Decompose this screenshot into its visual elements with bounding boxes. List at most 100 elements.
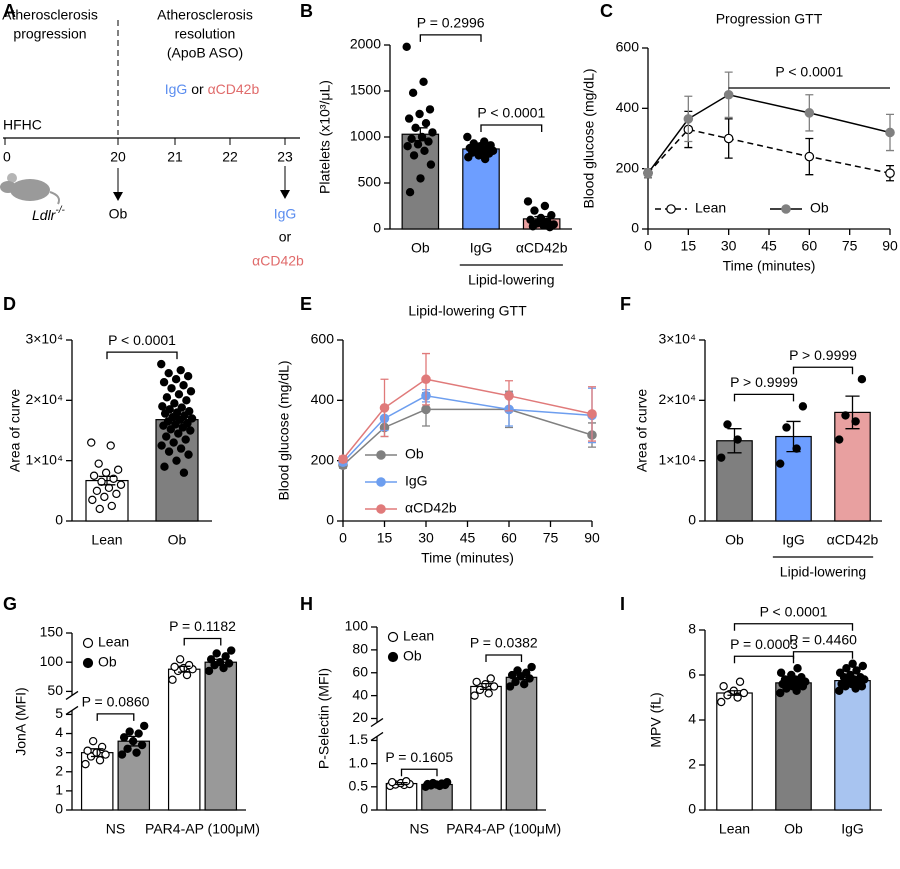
left-heading: progression	[13, 26, 86, 42]
error-bar	[473, 146, 489, 152]
legend-marker	[387, 651, 399, 663]
data-point	[415, 109, 424, 119]
data-point	[403, 141, 412, 151]
y-axis-label: Platelets (x10³/μL)	[317, 80, 333, 194]
error-bar	[430, 783, 444, 786]
data-point	[776, 688, 785, 698]
data-point	[338, 454, 348, 464]
legend-marker	[666, 204, 676, 214]
bracket-label: P > 0.9999	[789, 347, 857, 363]
data-point	[183, 372, 193, 381]
data-point	[885, 168, 895, 178]
group-label: Lipid-lowering	[780, 564, 866, 580]
legend-marker	[376, 450, 386, 460]
data-point	[166, 425, 176, 434]
chart-title: Progression GTT	[716, 11, 823, 27]
data-point	[409, 151, 419, 160]
data-point	[848, 659, 857, 668]
data-point	[174, 429, 183, 438]
data-point	[505, 682, 515, 691]
panel-label: B	[300, 1, 313, 21]
x-tick-label: IgG	[782, 532, 805, 548]
treatment-or: or	[191, 81, 204, 97]
error-bar	[90, 748, 104, 758]
data-point	[95, 756, 105, 765]
series-line	[647, 128, 891, 174]
strain: Ldlr-/-	[32, 205, 65, 223]
data-point	[530, 206, 539, 215]
y-tick-label: 1.5	[349, 731, 369, 747]
annotation: P < 0.0001	[775, 64, 843, 80]
data-point	[184, 660, 194, 670]
x-tick-label: 45	[460, 530, 476, 546]
bracket-label: P > 0.9999	[730, 374, 798, 390]
bar	[462, 148, 500, 230]
error-bar	[168, 415, 186, 424]
data-point	[717, 697, 726, 707]
data-point	[723, 420, 732, 429]
legend-marker	[387, 631, 399, 643]
bar	[834, 411, 871, 522]
right-heading: Atherosclerosis	[157, 7, 253, 23]
error-bar	[413, 127, 428, 142]
y-tick-label: 6	[688, 666, 696, 682]
y-tick-label: 4	[55, 724, 63, 740]
bracket	[480, 124, 543, 132]
data-point	[83, 746, 92, 755]
data-point	[215, 658, 225, 667]
y-axis-label: MPV (fL)	[648, 692, 664, 747]
chart-title: Lipid-lowering GTT	[408, 303, 527, 319]
data-point	[226, 646, 236, 655]
data-point	[170, 399, 179, 408]
data-point	[172, 456, 181, 465]
data-point	[804, 151, 815, 162]
data-point	[858, 661, 868, 671]
axis-break	[370, 731, 384, 742]
y-tick-label: 0	[631, 220, 639, 236]
data-point	[804, 108, 815, 118]
legend-label: αCD42b	[405, 500, 457, 516]
data-point	[160, 409, 170, 418]
data-point	[842, 664, 851, 673]
data-point	[160, 462, 169, 471]
data-point	[81, 759, 90, 769]
x-tick-label: 0	[339, 530, 347, 546]
data-point	[204, 666, 214, 676]
data-point	[489, 682, 499, 691]
data-point	[408, 88, 418, 98]
y-tick-label: 1000	[350, 128, 381, 144]
data-point	[480, 154, 490, 164]
y-tick-label: 2000	[350, 36, 381, 52]
y-tick-label: 150	[40, 624, 64, 640]
y-tick-label: 500	[358, 174, 382, 190]
data-point	[484, 689, 493, 698]
y-tick-label: 4	[688, 711, 696, 727]
x-axis-label: Time (minutes)	[723, 258, 816, 274]
x-tick-label: αCD42b	[827, 532, 879, 548]
y-axis-label: Blood glucose (mg/dL)	[276, 360, 292, 500]
error-bar	[98, 475, 116, 486]
data-point	[157, 441, 166, 450]
data-point	[179, 381, 188, 390]
data-point	[885, 127, 895, 138]
data-point	[846, 670, 855, 680]
panel-label: G	[3, 594, 17, 614]
y-axis-label: Area of curve	[634, 389, 650, 472]
bracket	[106, 351, 178, 360]
right-heading: (ApoB ASO)	[167, 45, 243, 61]
data-point	[416, 174, 425, 183]
data-point	[421, 118, 431, 128]
timeline-label: 22	[222, 149, 238, 165]
data-point	[787, 670, 796, 680]
data-point	[723, 89, 734, 100]
y-tick-label: 3×10⁴	[658, 331, 696, 347]
bar	[775, 435, 812, 522]
diet: HFHC	[3, 117, 42, 133]
data-point	[116, 480, 126, 489]
bracket-label: P = 0.0860	[82, 694, 150, 710]
bracket	[400, 768, 438, 777]
y-tick-label: 8	[688, 621, 696, 637]
legend-label: Ob	[98, 654, 117, 670]
data-point	[776, 668, 786, 677]
